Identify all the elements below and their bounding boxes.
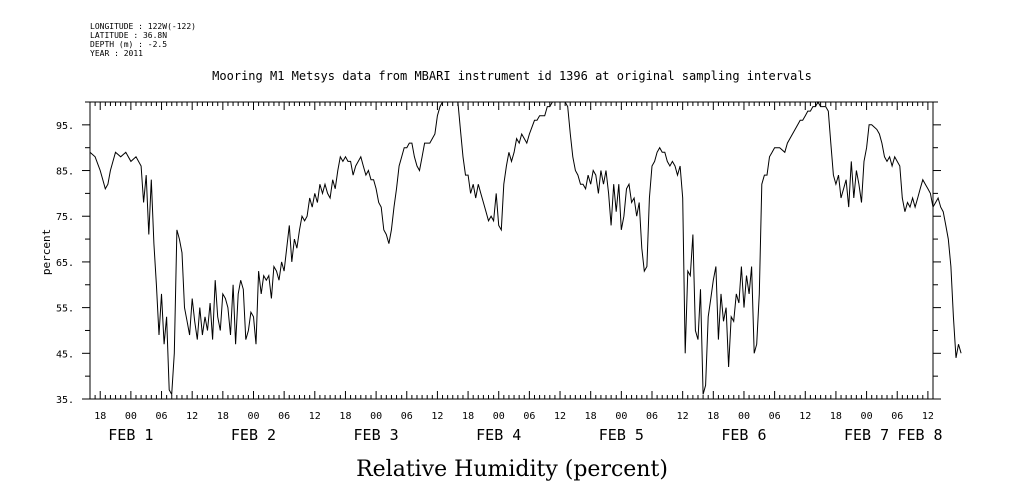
y-tick-label: 75.	[56, 212, 74, 223]
x-hour-label: 18	[94, 411, 106, 422]
x-hour-label: 12	[186, 411, 198, 422]
x-hour-label: 00	[247, 411, 259, 422]
x-hour-label: 18	[339, 411, 351, 422]
depth-label: DEPTH (m) : -2.5	[90, 40, 168, 49]
x-hour-label: 00	[861, 411, 873, 422]
x-hour-label: 06	[523, 411, 535, 422]
x-hour-label: 06	[646, 411, 658, 422]
x-hour-label: 18	[830, 411, 842, 422]
y-tick-label: 65.	[56, 258, 74, 269]
longitude-label: LONGITUDE : 122W(-122)	[90, 22, 196, 31]
x-date-label: FEB 6	[721, 426, 766, 444]
axis-labels: 35. 45. 55. 65. 75. 85. 95. 18 00 06 12 18 00 06 12 18 0…	[56, 121, 943, 444]
plot-frame	[89, 101, 934, 400]
x-hour-label: 12	[309, 411, 321, 422]
chart-title: Mooring M1 Metsys data from MBARI instru…	[212, 69, 812, 83]
x-hour-label: 06	[156, 411, 168, 422]
y-tick-label: 95.	[56, 121, 74, 132]
x-hour-label: 00	[615, 411, 627, 422]
y-tick-label: 85.	[56, 167, 74, 178]
year-label: YEAR : 2011	[90, 49, 143, 58]
x-hour-label: 06	[401, 411, 413, 422]
y-tick-label: 35.	[56, 395, 74, 406]
x-date-label: FEB 5	[599, 426, 644, 444]
x-date-label: FEB 3	[354, 426, 399, 444]
latitude-label: LATITUDE : 36.8N	[90, 31, 168, 40]
axis-ticks	[82, 101, 941, 400]
x-hour-label: 06	[278, 411, 290, 422]
x-hour-label: 00	[493, 411, 505, 422]
x-date-label: FEB 8	[897, 426, 942, 444]
x-hour-label: 18	[462, 411, 474, 422]
y-tick-label: 55.	[56, 304, 74, 315]
x-date-label: FEB 4	[476, 426, 521, 444]
x-hour-label: 06	[891, 411, 903, 422]
x-hour-label: 00	[738, 411, 750, 422]
x-hour-label: 12	[554, 411, 566, 422]
x-date-label: FEB 2	[231, 426, 276, 444]
station-metadata: LONGITUDE : 122W(-122) LATITUDE : 36.8N …	[90, 22, 196, 58]
x-hour-label: 12	[799, 411, 811, 422]
series-line-relative-humidity	[89, 100, 962, 397]
x-hour-label: 12	[431, 411, 443, 422]
x-hour-label: 00	[125, 411, 137, 422]
y-tick-label: 45.	[56, 349, 74, 360]
x-date-label: FEB 1	[108, 426, 153, 444]
y-axis-label: percent	[40, 229, 53, 275]
x-hour-label: 18	[217, 411, 229, 422]
x-axis-title: Relative Humidity (percent)	[356, 457, 668, 482]
x-date-label: FEB 7	[844, 426, 889, 444]
x-hour-label: 00	[370, 411, 382, 422]
x-hour-label: 18	[585, 411, 597, 422]
x-hour-label: 18	[707, 411, 719, 422]
x-hour-label: 12	[922, 411, 934, 422]
x-hour-label: 12	[677, 411, 689, 422]
x-hour-label: 06	[769, 411, 781, 422]
